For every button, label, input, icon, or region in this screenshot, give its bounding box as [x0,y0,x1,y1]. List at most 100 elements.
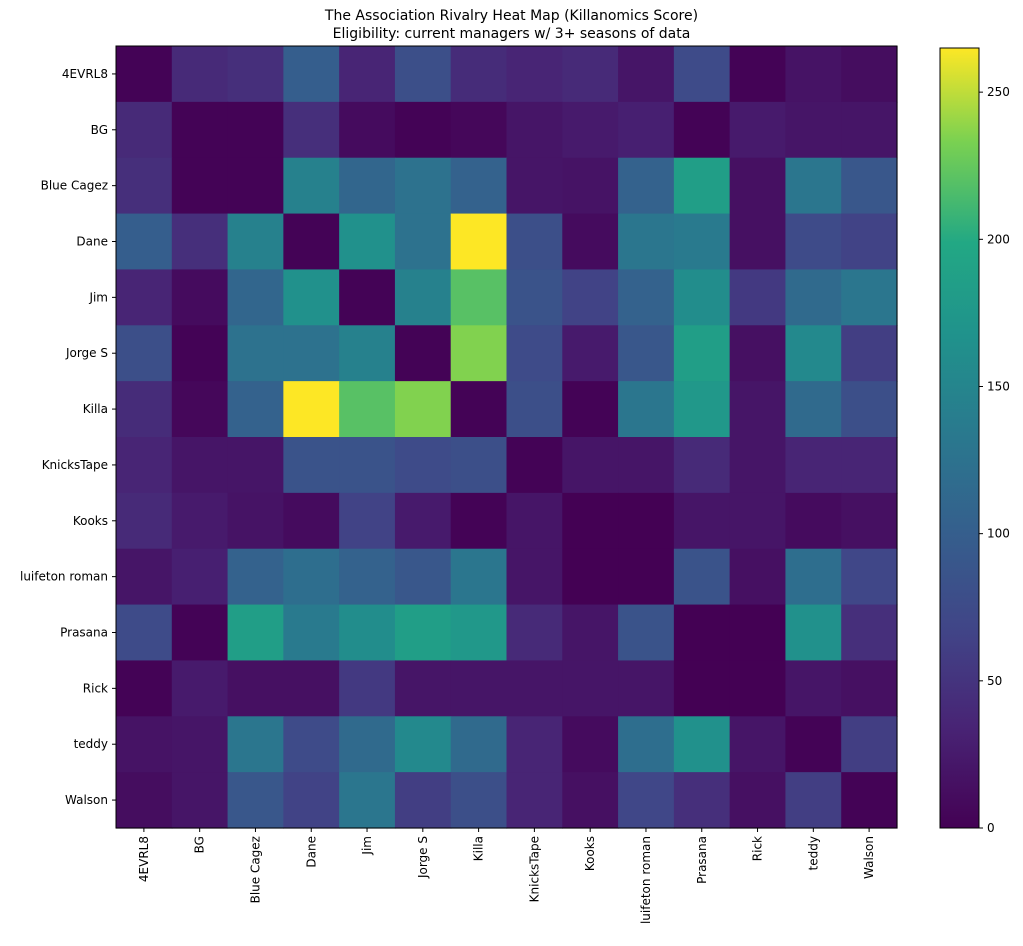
heatmap-cell [785,772,842,829]
heatmap-cell [339,492,396,550]
heatmap-cell [116,213,173,271]
heatmap-cell [729,157,787,215]
heatmap-cell [394,46,452,103]
heatmap-cell [116,46,173,103]
heatmap-cell [227,157,284,215]
heatmap-cell [171,604,229,662]
y-tick-label: Jim [88,290,108,304]
y-tick-label: Killa [83,402,108,416]
heatmap-cell [673,772,731,829]
heatmap-cell [339,213,396,271]
heatmap-cell [394,213,452,271]
heatmap-cell [450,325,508,382]
heatmap-cell [506,213,563,271]
heatmap-cell [339,548,396,606]
heatmap-cell [673,46,731,103]
heatmap-cell [506,381,563,438]
heatmap-cell [171,157,229,215]
heatmap-cell [841,157,898,215]
heatmap-cell [729,213,787,271]
x-tick-label: Walson [862,836,876,879]
heatmap-cell [171,437,229,494]
heatmap-cell [729,548,787,606]
heatmap-cell [785,325,842,382]
heatmap-cell [785,157,842,215]
heatmap-cell [673,437,731,494]
heatmap-cell [116,492,173,550]
heatmap-cell [506,548,563,606]
heatmap-cell [394,157,452,215]
heatmap-cell [227,716,284,773]
heatmap-cell [339,437,396,494]
colorbar-tick-label: 200 [987,232,1010,246]
heatmap-cell [116,548,173,606]
heatmap-cell [339,772,396,829]
y-tick-label: KnicksTape [42,458,108,472]
heatmap-cell [339,716,396,773]
heatmap-cell [673,101,731,159]
heatmap-cell [450,46,508,103]
heatmap-cell [394,660,452,717]
x-tick-label: Kooks [583,836,597,871]
heatmap-cell [227,381,284,438]
heatmap-cell [785,46,842,103]
heatmap-cell [283,157,340,215]
heatmap-cell [562,381,619,438]
heatmap-cell [673,604,731,662]
heatmap-cell [785,548,842,606]
heatmap-cell [450,213,508,271]
heatmap-cell [450,492,508,550]
heatmap-cell [227,604,284,662]
heatmap-cell [841,46,898,103]
heatmap-cell [283,716,340,773]
heatmap-cell [618,772,675,829]
heatmap-cell [171,46,229,103]
heatmap-cell [227,325,284,382]
heatmap-cell [841,437,898,494]
heatmap-cell [450,548,508,606]
heatmap-cell [506,157,563,215]
heatmap-cell [283,492,340,550]
heatmap-cell [283,325,340,382]
heatmap-cell [339,157,396,215]
y-tick-label: Prasana [60,626,108,640]
heatmap-cell [729,660,787,717]
heatmap-cell [450,772,508,829]
heatmap-cell [618,492,675,550]
heatmap-cell [729,604,787,662]
heatmap-cell [450,716,508,773]
heatmap-cell [729,492,787,550]
heatmap-cell [394,772,452,829]
heatmap-cell [227,46,284,103]
heatmap-cell [394,548,452,606]
heatmap-cell [394,437,452,494]
heatmap-cell [562,492,619,550]
heatmap-cell [729,716,787,773]
heatmap-cell [841,604,898,662]
heatmap-cell [171,269,229,326]
x-tick-label: KnicksTape [527,836,541,902]
x-tick-label: luifeton roman [639,836,653,924]
heatmap-cell [785,101,842,159]
heatmap-cell [506,492,563,550]
heatmap-cell [283,437,340,494]
y-tick-label: Walson [65,793,108,807]
heatmap-cell [785,660,842,717]
heatmap-cell [227,660,284,717]
heatmap-cell [785,492,842,550]
x-tick-label: Jorge S [416,836,430,879]
heatmap-cell [506,437,563,494]
x-tick-label: BG [193,836,207,853]
heatmap-cell [339,101,396,159]
heatmap-cell [673,157,731,215]
heatmap-cell [841,325,898,382]
heatmap-cell [729,772,787,829]
heatmap-cell [506,46,563,103]
colorbar-tick-label: 50 [987,674,1002,688]
heatmap-cell [673,269,731,326]
heatmap-cell [841,101,898,159]
y-tick-label: Dane [76,235,108,249]
heatmap-cell [283,660,340,717]
heatmap-cell [673,381,731,438]
heatmap-cell [171,492,229,550]
